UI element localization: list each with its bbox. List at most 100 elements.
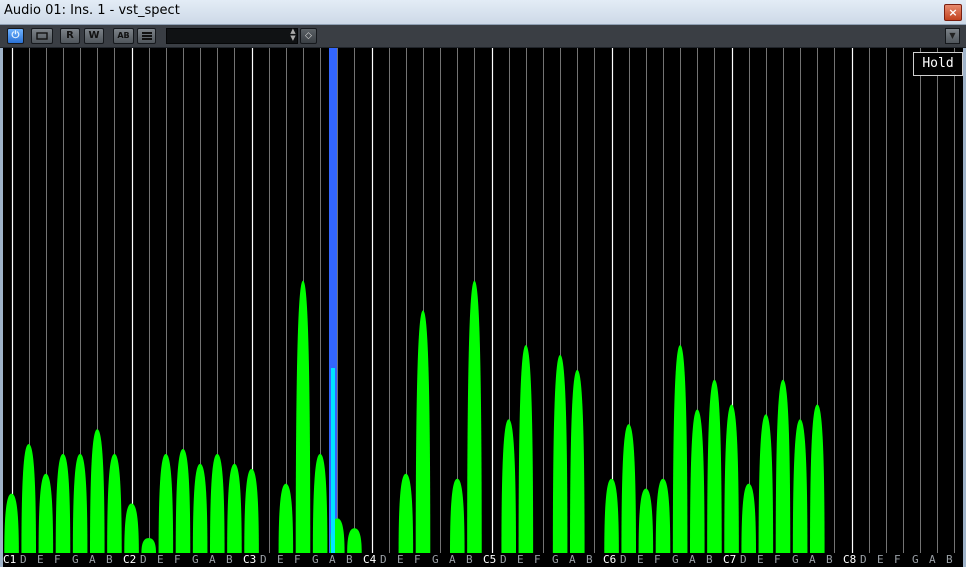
dropdown-arrow-icon: ▼ [949,31,956,40]
note-label: A [689,553,696,566]
spectrum-bar [175,449,191,553]
spectrum-bar [398,473,414,553]
note-label: G [912,553,919,566]
note-label: F [174,553,181,566]
note-label: A [329,553,336,566]
note-label: A [449,553,456,566]
preset-list-button[interactable] [137,28,156,44]
note-label: B [226,553,233,566]
spectrum-bar [604,478,619,553]
spectrum-bar [227,463,242,553]
note-label: G [432,553,439,566]
spectrum-plot [4,48,955,553]
spectrum-bar [312,454,328,553]
preset-field[interactable] [166,28,298,44]
plugin-toolbar: ⏻ R W AB ▲ ▼ ◇ ▼ [0,25,966,48]
write-automation-button[interactable]: W [84,28,104,44]
note-label: F [894,553,901,566]
note-label: F [774,553,781,566]
bypass-button[interactable] [31,28,53,44]
spectrum-bar [244,468,259,553]
note-label: B [586,553,593,566]
preset-stepper[interactable]: ▲ ▼ [289,28,297,42]
chevron-down-icon: ▼ [290,34,296,42]
octave-label: C1 [3,553,17,566]
note-label: F [654,553,661,566]
spectrum-bar [518,345,534,553]
close-button[interactable]: × [944,4,962,21]
spectrum-bar [158,454,174,553]
read-automation-button[interactable]: R [60,28,80,44]
spectrum-bar [690,409,705,553]
spectrum-bar [107,454,122,553]
note-label: G [192,553,199,566]
preset-menu-button[interactable]: ◇ [300,28,317,44]
note-label: E [757,553,764,566]
spectrum-bar [55,454,71,553]
diamond-icon: ◇ [305,31,312,41]
note-label: E [157,553,164,566]
spectrum-bar [792,419,808,553]
chevron-up-icon: ▲ [290,27,296,35]
power-button[interactable]: ⏻ [7,28,24,44]
note-label: E [37,553,44,566]
note-label: D [260,553,267,566]
peak-level-core [331,368,335,553]
octave-label: C2 [123,553,137,566]
spectrum-bar [210,454,225,553]
spectrum-bar [621,424,636,553]
note-label: B [826,553,833,566]
window-title: Audio 01: Ins. 1 - vst_spect [4,3,180,18]
octave-label: C8 [843,553,857,566]
note-label: D [140,553,147,566]
spectrum-bar [707,379,722,553]
note-label: E [637,553,644,566]
spectrum-bar [741,483,756,553]
note-label: G [792,553,799,566]
note-label: A [209,553,216,566]
octave-label: C5 [483,553,497,566]
note-label: A [929,553,936,566]
note-label: A [569,553,576,566]
note-label: D [380,553,387,566]
octave-label: C7 [723,553,737,566]
note-label: D [500,553,507,566]
note-label: A [809,553,816,566]
spectrum-bar [810,404,825,553]
octave-label: C4 [363,553,377,566]
note-label: B [946,553,953,566]
spectrum-bar [775,379,791,553]
window-titlebar: Audio 01: Ins. 1 - vst_spect × [0,0,966,25]
note-label: D [860,553,867,566]
note-label: E [397,553,404,566]
spectrum-bar [415,310,431,553]
spectrum-bar [467,280,482,553]
note-label: B [106,553,113,566]
note-label: G [72,553,79,566]
note-label: D [620,553,627,566]
spectrum-bar [124,503,139,553]
spectrum-bar [295,280,311,553]
spectrum-bar [90,429,105,553]
spectrum-bar [758,414,774,553]
note-label: D [20,553,27,566]
octave-label: C6 [603,553,617,566]
spectrum-bar [38,473,54,553]
note-label: G [552,553,559,566]
note-label: B [706,553,713,566]
options-menu-button[interactable]: ▼ [945,28,960,44]
spectrum-bar [278,483,294,553]
note-label: E [277,553,284,566]
note-label: F [54,553,61,566]
octave-label: C3 [243,553,257,566]
spectrum-bar [141,538,156,553]
spectrum-bar [21,444,36,553]
hold-button[interactable]: Hold [913,52,963,76]
spectrum-bar [672,345,688,553]
spectrum-bar [638,488,654,553]
note-label: B [346,553,353,566]
note-label: F [414,553,421,566]
ab-compare-button[interactable]: AB [113,28,134,44]
note-label: F [534,553,541,566]
note-axis: C1 D E F G A B C2 D E F G A B C3 D E F G A B C4 D E F G A B C5 D E F G A B… [3,553,963,567]
